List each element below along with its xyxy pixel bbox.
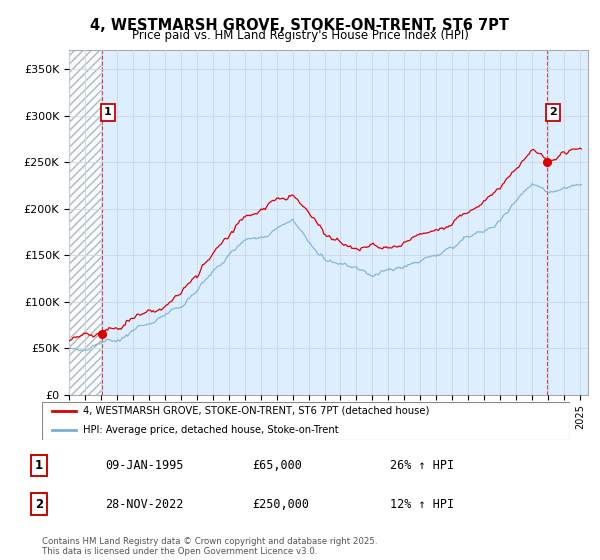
- Text: 1: 1: [104, 108, 112, 118]
- Text: 09-JAN-1995: 09-JAN-1995: [105, 459, 184, 472]
- Text: Price paid vs. HM Land Registry's House Price Index (HPI): Price paid vs. HM Land Registry's House …: [131, 29, 469, 42]
- Text: 28-NOV-2022: 28-NOV-2022: [105, 497, 184, 511]
- Text: £65,000: £65,000: [252, 459, 302, 472]
- Text: 4, WESTMARSH GROVE, STOKE-ON-TRENT, ST6 7PT: 4, WESTMARSH GROVE, STOKE-ON-TRENT, ST6 …: [91, 18, 509, 33]
- Text: HPI: Average price, detached house, Stoke-on-Trent: HPI: Average price, detached house, Stok…: [83, 424, 339, 435]
- Text: £250,000: £250,000: [252, 497, 309, 511]
- Text: 4, WESTMARSH GROVE, STOKE-ON-TRENT, ST6 7PT (detached house): 4, WESTMARSH GROVE, STOKE-ON-TRENT, ST6 …: [83, 405, 430, 416]
- Text: 26% ↑ HPI: 26% ↑ HPI: [390, 459, 454, 472]
- Text: 2: 2: [549, 108, 557, 118]
- Text: 12% ↑ HPI: 12% ↑ HPI: [390, 497, 454, 511]
- Text: 2: 2: [35, 497, 43, 511]
- Bar: [69, 50, 101, 395]
- Text: Contains HM Land Registry data © Crown copyright and database right 2025.: Contains HM Land Registry data © Crown c…: [42, 538, 377, 547]
- Text: 1: 1: [35, 459, 43, 472]
- Text: This data is licensed under the Open Government Licence v3.0.: This data is licensed under the Open Gov…: [42, 548, 317, 557]
